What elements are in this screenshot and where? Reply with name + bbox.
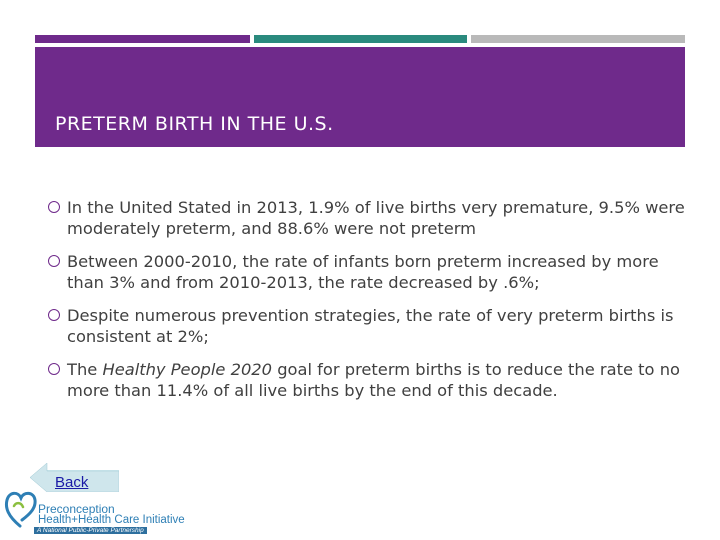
bullet-circle-icon [48,255,60,267]
bullet-item: Despite numerous prevention strategies, … [48,305,688,347]
bullet-circle-icon [48,363,60,375]
bullet-text: Despite numerous prevention strategies, … [67,306,674,346]
bullet-item: Between 2000-2010, the rate of infants b… [48,251,688,293]
logo-tagline: A National Public-Private Partnership [34,527,147,534]
accent-bar-purple [35,35,250,43]
bullet-text: Between 2000-2010, the rate of infants b… [67,252,659,292]
accent-bar-gray [471,35,685,43]
back-arrow-icon [30,463,119,492]
bullet-circle-icon [48,309,60,321]
logo-line-1: Preconception [38,502,115,516]
bullet-list: In the United Stated in 2013, 1.9% of li… [48,197,688,413]
preconception-logo: Preconception Health+Health Care Initiat… [4,486,194,538]
slide-title: PRETERM BIRTH IN THE U.S. [55,113,334,135]
bullet-item: The Healthy People 2020 goal for preterm… [48,359,688,401]
accent-bar-teal [254,35,467,43]
bullet-text: In the United Stated in 2013, 1.9% of li… [67,198,685,238]
back-button[interactable]: Back [30,463,119,492]
title-band: PRETERM BIRTH IN THE U.S. [35,47,685,147]
logo-line-2: Health+Health Care Initiative [38,514,185,526]
bullet-item: In the United Stated in 2013, 1.9% of li… [48,197,688,239]
heart-logo-icon [4,491,37,528]
bullet-circle-icon [48,201,60,213]
back-label[interactable]: Back [55,474,89,491]
bullet-text: The Healthy People 2020 goal for preterm… [67,360,680,400]
